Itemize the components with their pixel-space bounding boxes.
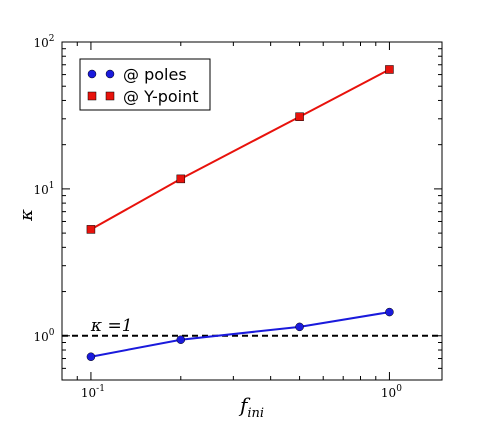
series-line-0 <box>90 311 390 358</box>
legend-label-1: @ Y-point <box>123 87 199 106</box>
legend-label-0: @ poles <box>123 65 187 84</box>
x-axis-label: fini <box>238 393 264 421</box>
y-axis-label: κ <box>16 209 37 222</box>
series-1-point-1 <box>176 174 186 184</box>
series-line-1 <box>90 68 390 231</box>
x-tick-label-0: 10-1 <box>81 384 105 400</box>
series-0-point-1 <box>176 335 186 344</box>
reference-layer: κ =1 <box>62 316 442 337</box>
series-0-point-2 <box>295 322 304 332</box>
legend: @ poles @ Y-point <box>79 58 211 111</box>
series-0-point-3 <box>385 307 394 317</box>
series-1-point-2 <box>295 112 304 121</box>
y-tick-label-1: 101 <box>33 181 54 197</box>
y-tick-label-2: 102 <box>33 34 54 50</box>
series-0-point-0 <box>86 352 96 361</box>
x-tick-label-1: 100 <box>381 384 402 400</box>
legend-box <box>79 58 211 111</box>
legend-marker-0-1 <box>105 69 115 79</box>
axis-labels: fini κ <box>16 209 264 421</box>
legend-marker-1-0 <box>87 91 97 101</box>
reference-line-label: κ =1 <box>90 316 133 336</box>
legend-marker-0-0 <box>87 69 97 79</box>
series-1-point-3 <box>385 65 394 74</box>
ticks-layer: 10-1 100 100 101 102 <box>33 34 442 400</box>
legend-marker-1-1 <box>105 91 115 101</box>
y-tick-label-0: 100 <box>33 328 54 344</box>
series-layer <box>86 65 394 361</box>
series-1-point-0 <box>86 225 96 234</box>
